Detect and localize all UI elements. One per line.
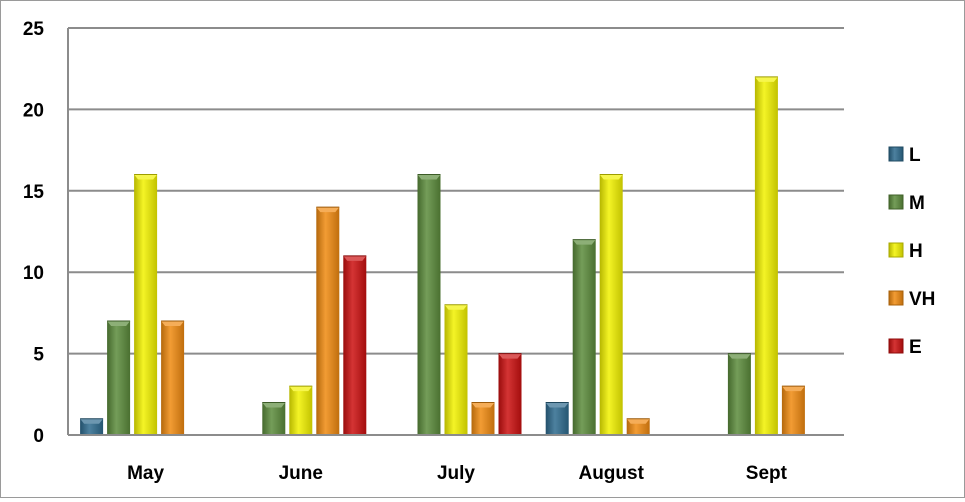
y-tick-label: 15: [23, 182, 45, 203]
y-tick-label: 5: [33, 345, 44, 366]
x-tick-label: May: [127, 463, 164, 484]
legend-swatch: [888, 290, 904, 306]
legend-swatch: [888, 242, 904, 258]
y-tick-label: 20: [23, 100, 44, 121]
legend-label: VH: [909, 289, 935, 310]
legend-label: H: [909, 241, 923, 262]
x-tick-label: Sept: [746, 463, 788, 484]
bar-vh-august: [626, 418, 650, 435]
bar-h-july: [444, 304, 468, 435]
bars: [68, 76, 844, 436]
bar-e-june: [343, 255, 367, 435]
legend-swatch: [888, 194, 904, 210]
legend-item-h: H: [888, 241, 923, 262]
legend-item-l: L: [888, 145, 921, 166]
bar-h-may: [134, 174, 158, 435]
legend-swatch: [888, 146, 904, 162]
bar-h-june: [289, 385, 313, 435]
legend-item-m: M: [888, 193, 925, 214]
x-tick-label: August: [578, 463, 644, 484]
x-tick-label: July: [437, 463, 475, 484]
y-tick-label: 0: [33, 426, 44, 447]
bar-l-august: [545, 401, 569, 435]
bar-h-sept: [754, 76, 778, 435]
x-tick-label: June: [279, 463, 323, 484]
bar-vh-may: [161, 320, 185, 435]
x-axis-ticks: May June July August Sept: [127, 463, 788, 484]
legend-item-vh: VH: [888, 289, 935, 310]
legend-label: M: [909, 193, 925, 214]
legend-label: E: [909, 337, 922, 358]
bar-m-may: [107, 320, 131, 435]
bar-vh-july: [471, 401, 495, 435]
legend: L M H VH E: [888, 145, 935, 358]
bar-e-july: [498, 353, 522, 435]
legend-label: L: [909, 145, 921, 166]
bar-h-august: [599, 174, 623, 435]
bar-vh-june: [316, 206, 340, 435]
y-axis-ticks: 0 5 10 15 20 25: [23, 19, 45, 447]
legend-item-e: E: [888, 337, 922, 358]
legend-swatch: [888, 338, 904, 354]
y-tick-label: 25: [23, 19, 45, 40]
bar-m-sept: [727, 353, 751, 435]
bar-m-june: [262, 401, 286, 435]
bar-m-august: [572, 239, 596, 435]
bar-vh-sept: [781, 385, 805, 435]
bar-m-july: [417, 174, 441, 435]
bar-l-may: [80, 418, 104, 435]
y-tick-label: 10: [23, 263, 44, 284]
